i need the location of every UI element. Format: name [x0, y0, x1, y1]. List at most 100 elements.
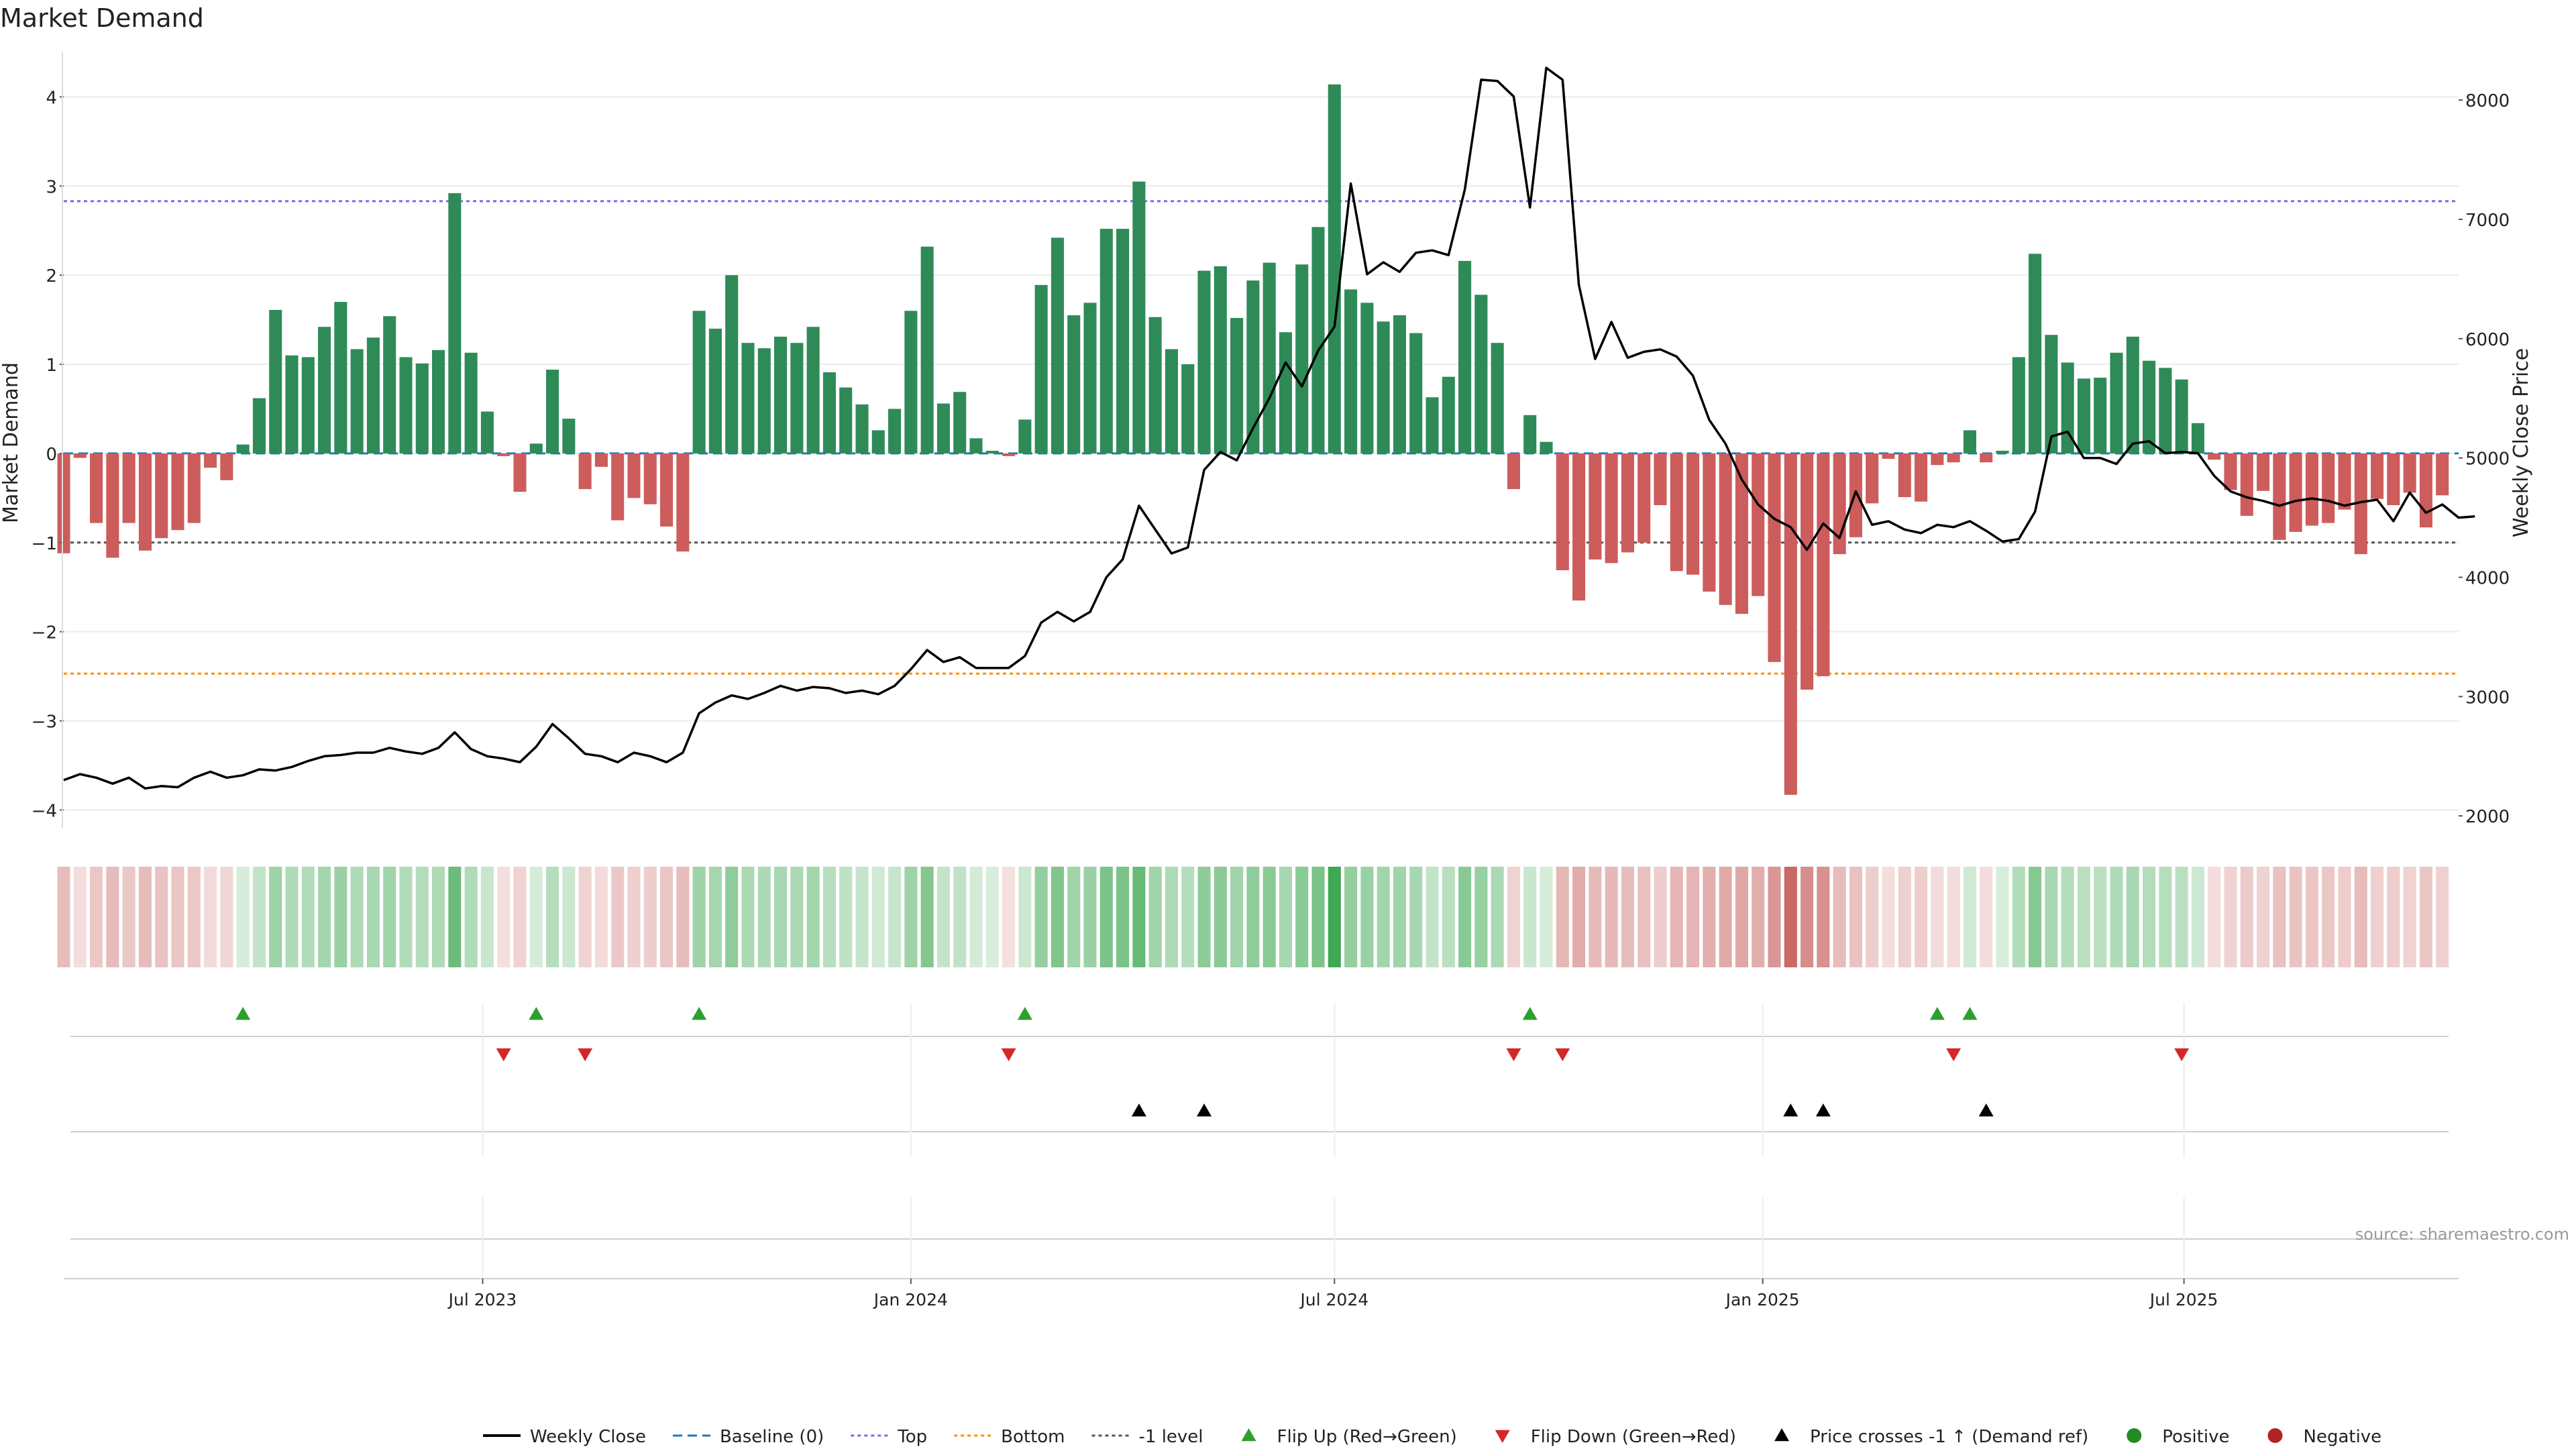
strip-cell [936, 867, 950, 967]
strip-cell [1099, 867, 1113, 967]
strip-cell [920, 867, 934, 967]
legend-item-weekly_close: Weekly Close [483, 1427, 646, 1447]
demand-bar [2094, 377, 2107, 453]
demand-bar [790, 343, 804, 453]
strip-cell [594, 867, 608, 967]
strip-cell [2273, 867, 2286, 967]
legend-label: Weekly Close [530, 1427, 646, 1447]
strip-cell [2143, 867, 2156, 967]
strip-cell [1556, 867, 1569, 967]
y-tick-label: 3 [46, 177, 57, 197]
legend-label: Negative [2304, 1427, 2382, 1447]
price-cross-marker [1815, 1104, 1831, 1117]
demand-bar [415, 363, 429, 453]
demand-bar [57, 453, 70, 553]
x-tick-label: Jul 2025 [2149, 1290, 2218, 1309]
demand-bar [757, 348, 771, 453]
y2-tick-label: 7000 [2465, 211, 2510, 231]
demand-bar [708, 328, 722, 453]
strip-cell [611, 867, 625, 967]
demand-bar [236, 444, 250, 453]
demand-bar [1002, 453, 1016, 456]
strip-cell [2208, 867, 2221, 967]
demand-bar [1311, 227, 1325, 453]
demand-bar [1703, 453, 1716, 592]
x-tick-label: Jan 2025 [1725, 1290, 1800, 1309]
legend-item-positive: Positive [2127, 1427, 2230, 1447]
strip-cell [1377, 867, 1390, 967]
strip-cell [1393, 867, 1406, 967]
demand-bar [2159, 368, 2172, 453]
demand-bar [2403, 453, 2416, 493]
flip-down-marker [1506, 1048, 1521, 1061]
strip-cell [2045, 867, 2058, 967]
chart-title: Market Demand [0, 3, 204, 33]
demand-bar [252, 398, 266, 453]
strip-cell [2338, 867, 2351, 967]
strip-cell [1686, 867, 1700, 967]
y-axis-right: 8000 7000 6000 5000 4000 3000 2000 [2459, 91, 2510, 827]
strip-cell [2110, 867, 2123, 967]
strip-cell [1051, 867, 1064, 967]
demand-bar [2110, 352, 2123, 453]
demand-bar [1507, 453, 1520, 490]
demand-bar [1279, 332, 1292, 453]
strip-cell [1148, 867, 1162, 967]
flip-up-marker [1962, 1007, 1978, 1020]
strip-cell [1833, 867, 1846, 967]
demand-bar [204, 453, 217, 468]
demand-bar [1784, 453, 1797, 795]
flip-down-marker [496, 1048, 511, 1061]
strip-cell [822, 867, 836, 967]
strip-cell [1360, 867, 1374, 967]
strip-cell [480, 867, 494, 967]
strip-cell [1214, 867, 1227, 967]
demand-bar [2273, 453, 2286, 540]
demand-bar [725, 275, 739, 453]
x-tick-label: Jan 2024 [873, 1290, 948, 1309]
strip-cell [1703, 867, 1716, 967]
strip-cell [1165, 867, 1178, 967]
demand-bar [2257, 453, 2270, 491]
strip-cell [1328, 867, 1341, 967]
strip-cell [627, 867, 641, 967]
strip-cell [1963, 867, 1976, 967]
y2-tick-label: 3000 [2465, 688, 2510, 708]
legend-swatch [1774, 1428, 1790, 1442]
demand-bar [1246, 280, 1260, 453]
legend-item-baseline: Baseline (0) [672, 1427, 824, 1447]
demand-bar [1263, 262, 1276, 453]
y2-tick-label: 2000 [2465, 807, 2510, 827]
demand-bar [1377, 321, 1390, 453]
legend-item-negative: Negative [2267, 1427, 2382, 1447]
demand-bar [1214, 266, 1227, 453]
strip-cell [1279, 867, 1292, 967]
demand-bar [578, 453, 592, 490]
demand-bar [187, 453, 201, 523]
y-tick-label: 0 [46, 445, 57, 465]
demand-bar [562, 419, 576, 453]
strip-cell [1654, 867, 1667, 967]
strip-cell [73, 867, 87, 967]
demand-bar [2045, 335, 2058, 453]
strip-cell [2371, 867, 2384, 967]
demand-bar [774, 336, 788, 453]
demand-bar [318, 327, 331, 453]
strip-cell [2257, 867, 2270, 967]
strip-cell [1491, 867, 1504, 967]
strip-cell [2322, 867, 2335, 967]
strip-cell [2436, 867, 2449, 967]
demand-bar [366, 337, 380, 453]
strip-cell [1572, 867, 1586, 967]
demand-bar [1360, 303, 1374, 453]
legend: Weekly Close Baseline (0) Top Bottom -1 leve… [483, 1427, 2381, 1447]
strip-cell [383, 867, 396, 967]
strip-cell [252, 867, 266, 967]
flip-down-marker [2174, 1048, 2190, 1061]
strip-cell [1915, 867, 1928, 967]
strip-cell [366, 867, 380, 967]
demand-bar [1116, 229, 1130, 453]
flip-down-marker [1001, 1048, 1016, 1061]
strip-cell [1311, 867, 1325, 967]
strip-cell [1409, 867, 1423, 967]
